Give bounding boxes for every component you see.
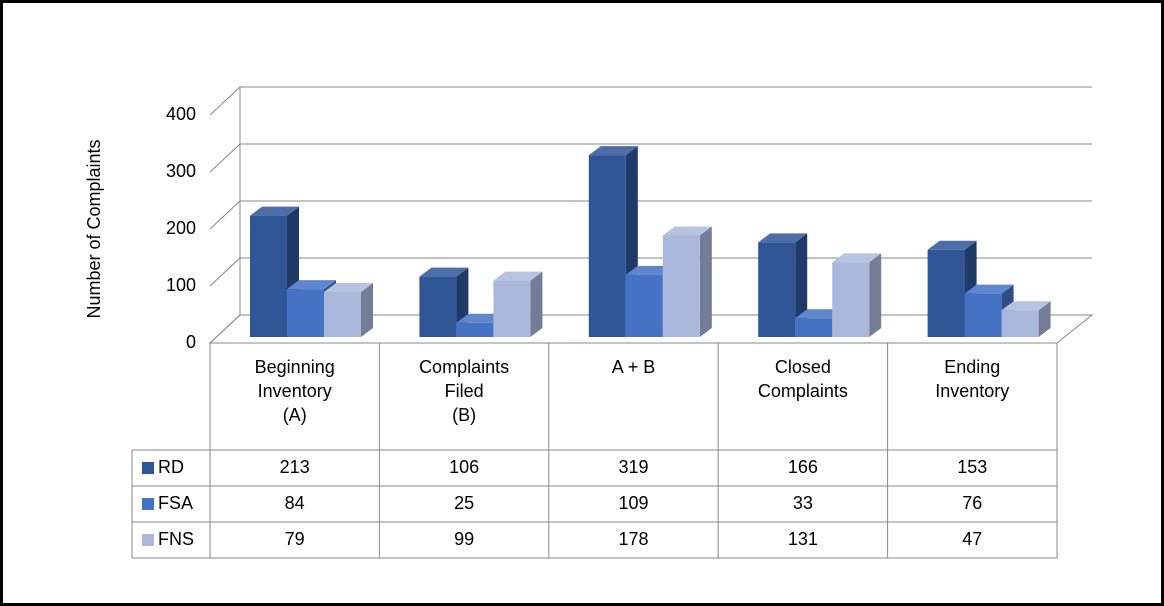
bar-front: [250, 215, 287, 337]
bar-top: [625, 265, 675, 275]
x-tick-label: Ending: [944, 357, 1000, 377]
x-tick-label: Complaints: [758, 381, 848, 401]
bar-front: [588, 155, 626, 337]
bar-top: [927, 240, 977, 250]
bar-top: [588, 146, 638, 156]
x-tick-label: Inventory: [935, 381, 1009, 401]
bar: [1001, 301, 1051, 337]
table-value: 25: [454, 493, 474, 513]
bar-top: [456, 313, 506, 323]
bar-front: [1001, 310, 1039, 337]
bar-top: [493, 271, 543, 281]
y-tick-label: 0: [186, 332, 196, 352]
bar-side: [530, 271, 543, 337]
bar: [493, 271, 543, 337]
bar-top: [1001, 301, 1051, 311]
bar: [832, 253, 882, 337]
bar-front: [758, 242, 796, 337]
table-value: 99: [454, 529, 474, 549]
legend-label: FSA: [158, 493, 193, 513]
bar-side: [699, 226, 712, 337]
x-tick-label: Beginning: [255, 357, 335, 377]
bar-side: [869, 253, 882, 337]
bar-front: [625, 274, 663, 337]
bar-side: [361, 282, 373, 337]
table-value: 178: [618, 529, 648, 549]
bar-front: [419, 276, 457, 337]
x-tick-label: (B): [452, 405, 476, 425]
grid-line: [209, 143, 241, 173]
x-tick-label: Closed: [775, 357, 831, 377]
bar-side: [1038, 301, 1051, 337]
bar-top: [795, 309, 845, 319]
table-value: 106: [449, 457, 479, 477]
bar-front: [287, 289, 324, 337]
grid-line: [209, 257, 241, 287]
y-axis-label: Number of Complaints: [84, 139, 104, 318]
table-value: 84: [285, 493, 305, 513]
grid-line: [209, 86, 241, 116]
bar-front: [456, 322, 494, 337]
bar-top: [662, 226, 712, 236]
bar-front: [927, 249, 965, 337]
table-value: 76: [962, 493, 982, 513]
bar-front: [662, 235, 700, 337]
y-tick-label: 100: [166, 275, 196, 295]
bar-top: [832, 253, 882, 263]
legend-key: [142, 534, 154, 546]
bar-front: [493, 280, 531, 337]
table-value: 153: [957, 457, 987, 477]
legend-key: [142, 498, 154, 510]
legend-label: FNS: [158, 529, 194, 549]
legend-label: RD: [158, 457, 184, 477]
x-tick-label: Complaints: [419, 357, 509, 377]
bar-front: [964, 293, 1002, 337]
bar-front: [795, 318, 833, 337]
bar-front: [324, 291, 361, 337]
grid-line: [209, 200, 241, 230]
table-value: 79: [285, 529, 305, 549]
table-value: 109: [618, 493, 648, 513]
table-value: 131: [788, 529, 818, 549]
y-tick-label: 200: [166, 218, 196, 238]
table-value: 47: [962, 529, 982, 549]
bar-top: [758, 233, 808, 243]
bar: [324, 282, 373, 337]
x-tick-label: A + B: [612, 357, 656, 377]
x-tick-label: (A): [283, 405, 307, 425]
legend-key: [142, 462, 154, 474]
y-tick-label: 400: [166, 104, 196, 124]
table-value: 33: [793, 493, 813, 513]
grid-line: [209, 314, 241, 344]
bar-top: [419, 267, 469, 277]
bar-top: [250, 206, 299, 216]
bar-front: [832, 262, 870, 337]
x-tick-label: Filed: [445, 381, 484, 401]
bar-top: [324, 282, 373, 292]
bar-side: [795, 233, 808, 337]
x-tick-label: Inventory: [258, 381, 332, 401]
table-value: 213: [280, 457, 310, 477]
table-value: 319: [618, 457, 648, 477]
bar-top: [964, 284, 1014, 294]
y-tick-label: 300: [166, 161, 196, 181]
bar: [662, 226, 712, 337]
bar: [758, 233, 808, 337]
bar-top: [287, 280, 336, 290]
table-value: 166: [788, 457, 818, 477]
